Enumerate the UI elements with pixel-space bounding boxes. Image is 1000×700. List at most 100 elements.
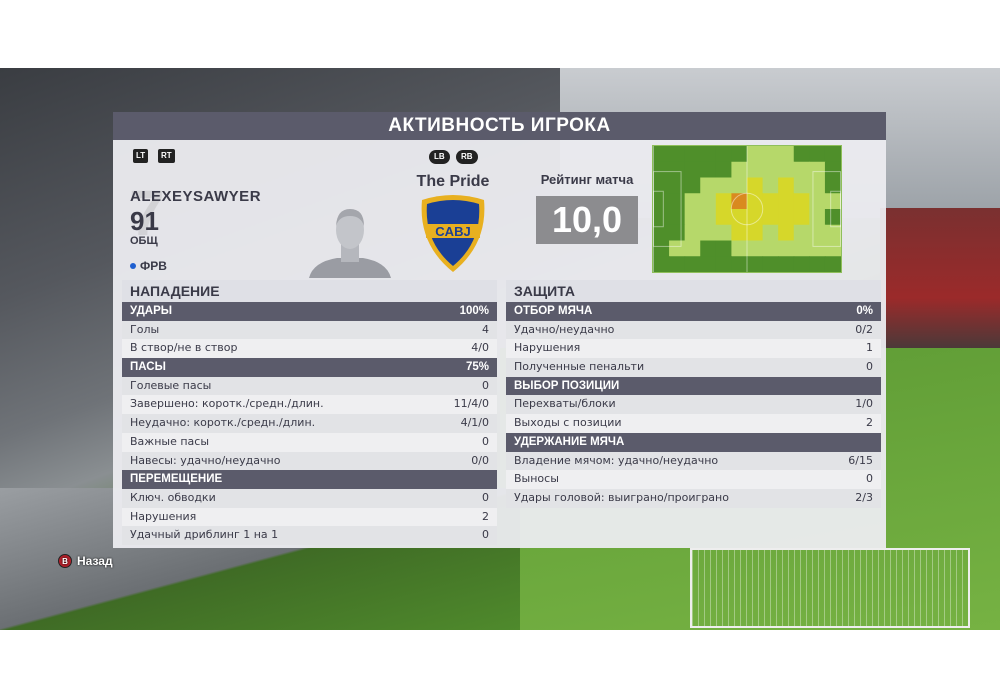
team-crest-logo: CABJ <box>421 195 485 272</box>
heatmap-cell <box>747 177 764 194</box>
heatmap-cell <box>669 161 686 178</box>
group-rows: Голы 4 В створ/не в створ 4/0 <box>122 320 497 359</box>
group-header: ВЫБОР ПОЗИЦИИ <box>506 376 881 396</box>
heatmap-cell <box>715 209 732 226</box>
player-activity-panel: АКТИВНОСТЬ ИГРОКА LT RT LB RB 7 ALEXEYSA… <box>113 112 886 548</box>
stat-label: Удары головой: выиграно/проиграно <box>514 490 729 504</box>
group-label: ПАСЫ <box>130 361 166 374</box>
back-button[interactable]: B Назад <box>58 554 113 568</box>
stat-row: Завершено: коротк./средн./длин. 11/4/0 <box>122 395 497 415</box>
heatmap-cell <box>669 146 686 163</box>
stat-value: 0 <box>482 528 489 542</box>
stat-value: 0 <box>866 360 873 374</box>
heatmap-cell <box>653 224 670 241</box>
heatmap-cell <box>824 177 841 194</box>
heatmap-cell <box>762 209 779 226</box>
heatmap-cell <box>778 193 795 210</box>
player-name: ALEXEYSAWYER <box>130 188 262 205</box>
heatmap-cell <box>700 146 717 163</box>
stat-value: 0/0 <box>471 453 489 467</box>
rb-button[interactable]: RB <box>456 150 478 164</box>
heatmap-cell <box>684 209 701 226</box>
lb-button[interactable]: LB <box>429 150 450 164</box>
heatmap-cell <box>747 240 764 257</box>
heatmap <box>652 145 842 273</box>
heatmap-cell <box>762 146 779 163</box>
stat-row: Ключ. обводки 0 <box>122 488 497 508</box>
lt-button[interactable]: LT <box>133 149 149 163</box>
heatmap-cell <box>653 146 670 163</box>
group-label: ВЫБОР ПОЗИЦИИ <box>514 379 620 392</box>
group-rows: Перехваты/блоки 1/0 Выходы с позиции 2 <box>506 395 881 433</box>
rt-button[interactable]: RT <box>158 149 175 163</box>
stat-value: 4/0 <box>471 341 489 355</box>
stat-label: Ключ. обводки <box>130 490 216 504</box>
group-header: УДЕРЖАНИЕ МЯЧА <box>506 432 881 452</box>
stat-label: Владение мячом: удачно/неудачно <box>514 453 719 467</box>
heatmap-cell <box>762 177 779 194</box>
heatmap-cell <box>731 224 748 241</box>
stat-label: Удачно/неудачно <box>514 322 615 336</box>
heatmap-cell <box>747 256 764 272</box>
match-rating-value: 10,0 <box>536 196 638 244</box>
heatmap-cell <box>731 177 748 194</box>
heatmap-cell <box>762 224 779 241</box>
heatmap-cell <box>762 256 779 272</box>
stat-label: Нарушения <box>514 341 581 355</box>
stat-value: 0/2 <box>855 322 873 336</box>
stat-label: Голы <box>130 322 160 336</box>
stat-row: Удачный дриблинг 1 на 1 0 <box>122 526 497 545</box>
heatmap-cell <box>793 146 810 163</box>
stat-row: Нарушения 2 <box>122 507 497 527</box>
heatmap-cell <box>715 177 732 194</box>
heatmap-cell <box>824 193 841 210</box>
heatmap-cell <box>731 240 748 257</box>
position-dot-icon <box>130 263 136 269</box>
heatmap-cell <box>700 240 717 257</box>
heatmap-cell <box>793 193 810 210</box>
stat-label: Неудачно: коротк./средн./длин. <box>130 416 316 430</box>
group-value: 75% <box>465 361 489 374</box>
overall-label: ОБЩ <box>130 235 158 247</box>
group-label: ОТБОР МЯЧА <box>514 305 593 317</box>
jersey-number: 7 <box>129 177 165 249</box>
attack-column: НАПАДЕНИЕ УДАРЫ 100% Голы 4 В створ/не в ство… <box>122 280 497 545</box>
heatmap-cell <box>824 146 841 163</box>
match-rating-label: Рейтинг матча <box>540 172 634 187</box>
stat-row: Нарушения 1 <box>506 339 881 359</box>
heatmap-cell <box>731 193 748 210</box>
stat-label: Завершено: коротк./средн./длин. <box>130 397 324 411</box>
heatmap-cell <box>778 209 795 226</box>
attack-section-title: НАПАДЕНИЕ <box>122 280 497 302</box>
stat-label: Голевые пасы <box>130 378 212 392</box>
stat-row: Голы 4 <box>122 320 497 340</box>
stat-row: Важные пасы 0 <box>122 432 497 452</box>
stat-label: Удачный дриблинг 1 на 1 <box>130 528 279 542</box>
heatmap-cell <box>700 209 717 226</box>
stat-value: 2 <box>482 509 489 523</box>
stat-value: 4 <box>482 322 489 336</box>
defense-section-title: ЗАЩИТА <box>506 280 881 302</box>
stat-row: Полученные пенальти 0 <box>506 358 881 377</box>
heatmap-cell <box>824 240 841 257</box>
svg-text:CABJ: CABJ <box>435 224 470 239</box>
goal-net <box>690 548 970 628</box>
stat-value: 0 <box>482 490 489 504</box>
heatmap-cell <box>684 161 701 178</box>
heatmap-cell <box>747 209 764 226</box>
stat-value: 1 <box>866 341 873 355</box>
heatmap-cell <box>747 193 764 210</box>
stat-value: 2 <box>866 416 873 430</box>
stat-label: Перехваты/блоки <box>514 397 616 411</box>
heatmap-cell <box>793 256 810 272</box>
heatmap-cell <box>715 161 732 178</box>
heatmap-cell <box>669 177 686 194</box>
heatmap-cell <box>778 224 795 241</box>
heatmap-cell <box>747 146 764 163</box>
heatmap-cell <box>700 224 717 241</box>
stat-value: 11/4/0 <box>453 397 489 411</box>
heatmap-cell <box>715 240 732 257</box>
heatmap-cell <box>762 193 779 210</box>
heatmap-cell <box>653 177 670 194</box>
heatmap-cell <box>700 177 717 194</box>
